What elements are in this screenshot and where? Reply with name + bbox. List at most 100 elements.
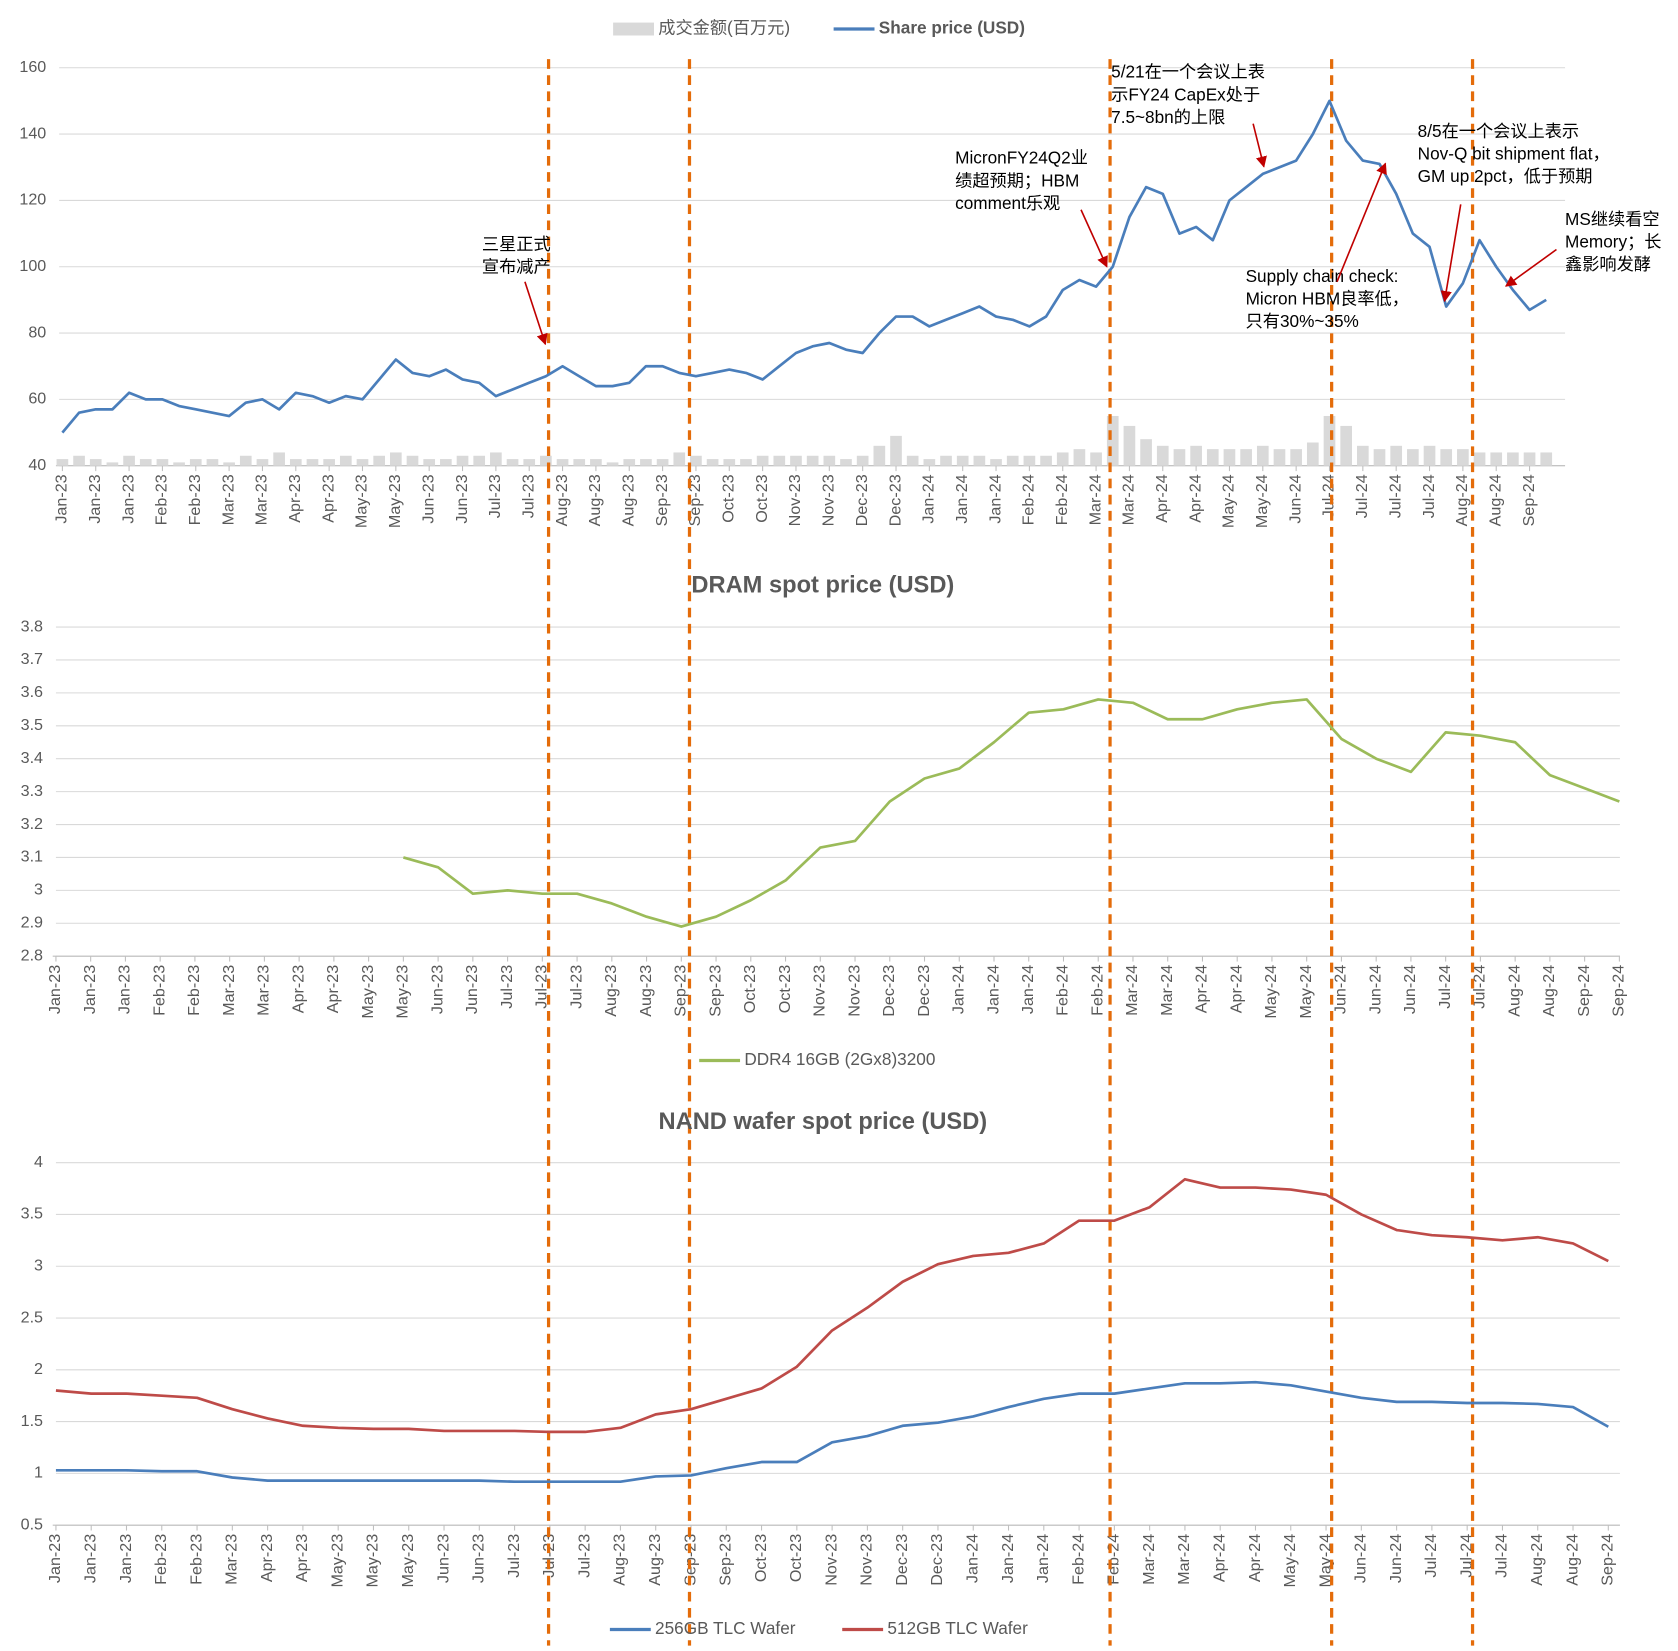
volume-bar bbox=[1507, 452, 1519, 466]
annotation: Memory；长 bbox=[1565, 232, 1661, 252]
volume-bar bbox=[1223, 449, 1236, 466]
y-tick-label: 2.9 bbox=[21, 914, 43, 932]
x-tick-label: Apr-24 bbox=[1227, 965, 1245, 1013]
x-tick-label: Nov-23 bbox=[786, 474, 804, 526]
x-tick-label: Jan-23 bbox=[53, 474, 71, 523]
x-tick-label: Aug-23 bbox=[586, 474, 604, 526]
annotation: Nov-Q bit shipment flat， bbox=[1418, 143, 1610, 163]
volume-bar bbox=[1273, 449, 1286, 466]
volume-bar bbox=[973, 455, 986, 466]
volume-bar bbox=[1390, 445, 1403, 466]
x-tick-label: Jun-24 bbox=[1401, 965, 1419, 1014]
x-tick-label: Jul-23 bbox=[533, 965, 551, 1009]
x-tick-label: May-24 bbox=[1297, 965, 1315, 1019]
x-tick-label: Aug-23 bbox=[611, 1534, 629, 1586]
volume-bar bbox=[1423, 445, 1436, 466]
volume-bar bbox=[840, 459, 852, 466]
x-tick-label: Jan-24 bbox=[1019, 965, 1037, 1014]
volume-bar bbox=[740, 459, 752, 466]
y-tick-label: 120 bbox=[19, 191, 46, 209]
x-tick-label: Jan-24 bbox=[1034, 1534, 1052, 1583]
x-tick-label: May-24 bbox=[1262, 965, 1280, 1019]
volume-bar bbox=[289, 459, 302, 466]
y-tick-label: 1.5 bbox=[21, 1412, 43, 1430]
legend-swatch bbox=[613, 22, 654, 36]
volume-bar bbox=[656, 459, 669, 466]
x-tick-label: Jan-23 bbox=[119, 474, 137, 523]
x-tick-label: Aug-24 bbox=[1486, 474, 1504, 526]
x-tick-label: Jul-23 bbox=[540, 1534, 558, 1578]
x-tick-label: Dec-23 bbox=[886, 474, 904, 526]
x-tick-label: Jan-24 bbox=[964, 1534, 982, 1583]
volume-bar bbox=[1040, 455, 1052, 466]
x-tick-label: Feb-24 bbox=[1020, 474, 1038, 525]
x-tick-label: Feb-23 bbox=[186, 474, 204, 525]
x-tick-label: Jul-23 bbox=[519, 474, 537, 518]
x-tick-label: Nov-23 bbox=[822, 1534, 840, 1586]
volume-bar bbox=[773, 455, 786, 466]
x-tick-label: Jun-23 bbox=[428, 965, 446, 1014]
volume-bar bbox=[1407, 449, 1419, 466]
x-tick-label: Feb-23 bbox=[153, 474, 171, 525]
volume-bar bbox=[173, 462, 185, 466]
x-tick-label: Nov-23 bbox=[858, 1534, 876, 1586]
x-tick-label: Feb-24 bbox=[1053, 474, 1071, 525]
x-tick-label: Jan-23 bbox=[81, 1534, 99, 1583]
volume-bar bbox=[339, 455, 352, 466]
x-tick-label: Aug-24 bbox=[1505, 965, 1523, 1017]
x-tick-label: Jul-24 bbox=[1471, 965, 1489, 1009]
volume-bar bbox=[723, 459, 736, 466]
x-tick-label: Sep-24 bbox=[1599, 1534, 1617, 1586]
y-tick-label: 3.5 bbox=[21, 716, 43, 734]
x-tick-label: Dec-23 bbox=[853, 474, 871, 526]
y-tick-label: 3.7 bbox=[21, 650, 43, 668]
x-tick-label: Feb-23 bbox=[187, 1534, 205, 1585]
x-tick-label: Mar-24 bbox=[1123, 965, 1141, 1016]
x-tick-label: May-23 bbox=[328, 1534, 346, 1588]
x-tick-label: Jan-23 bbox=[81, 965, 99, 1014]
x-tick-label: Nov-23 bbox=[820, 474, 838, 526]
legend-label: 512GB TLC Wafer bbox=[887, 1618, 1028, 1638]
x-tick-label: Mar-24 bbox=[1158, 965, 1176, 1016]
annotation: 宣布减产 bbox=[482, 256, 551, 276]
volume-bar bbox=[356, 459, 369, 466]
x-tick-label: May-24 bbox=[1316, 1534, 1334, 1588]
x-tick-label: Jul-24 bbox=[1420, 474, 1438, 518]
volume-bar bbox=[606, 462, 619, 466]
x-tick-label: Apr-24 bbox=[1186, 474, 1204, 522]
x-tick-label: Jan-24 bbox=[999, 1534, 1017, 1583]
line-series bbox=[55, 1380, 1609, 1484]
volume-bar bbox=[556, 459, 569, 466]
x-tick-label: Jul-24 bbox=[1353, 474, 1371, 518]
volume-bar bbox=[1290, 449, 1302, 466]
annotation: Micron HBM良率低， bbox=[1246, 289, 1409, 309]
x-tick-label: May-23 bbox=[386, 474, 404, 528]
x-tick-label: Sep-23 bbox=[706, 965, 724, 1017]
volume-bar bbox=[206, 459, 219, 466]
x-tick-label: Feb-23 bbox=[185, 965, 203, 1016]
line-series bbox=[61, 99, 1547, 434]
y-tick-label: 140 bbox=[19, 124, 46, 142]
y-tick-label: 1 bbox=[34, 1464, 43, 1482]
y-tick-label: 4 bbox=[34, 1153, 43, 1171]
volume-bar bbox=[906, 455, 919, 466]
annotation-arrow bbox=[1336, 162, 1387, 283]
annotation: 示FY24 CapEx处于 bbox=[1111, 84, 1260, 104]
x-tick-label: Oct-23 bbox=[787, 1534, 805, 1582]
x-tick-label: Jun-23 bbox=[419, 474, 437, 523]
x-tick-label: Jul-24 bbox=[1457, 1534, 1475, 1578]
x-tick-label: Aug-24 bbox=[1528, 1534, 1546, 1586]
x-tick-label: Aug-24 bbox=[1453, 474, 1471, 526]
annotation: GM up 2pct，低于预期 bbox=[1418, 166, 1593, 186]
x-tick-label: Oct-23 bbox=[776, 965, 794, 1013]
x-tick-label: Aug-23 bbox=[646, 1534, 664, 1586]
volume-bar bbox=[1373, 449, 1386, 466]
x-tick-label: Oct-23 bbox=[752, 1534, 770, 1582]
x-tick-label: Jan-24 bbox=[950, 965, 968, 1014]
x-tick-label: Dec-23 bbox=[928, 1534, 946, 1586]
volume-bar bbox=[1457, 449, 1469, 466]
x-tick-label: Sep-24 bbox=[1575, 965, 1593, 1017]
volume-bar bbox=[1306, 442, 1319, 466]
x-tick-label: Sep-23 bbox=[672, 965, 690, 1017]
